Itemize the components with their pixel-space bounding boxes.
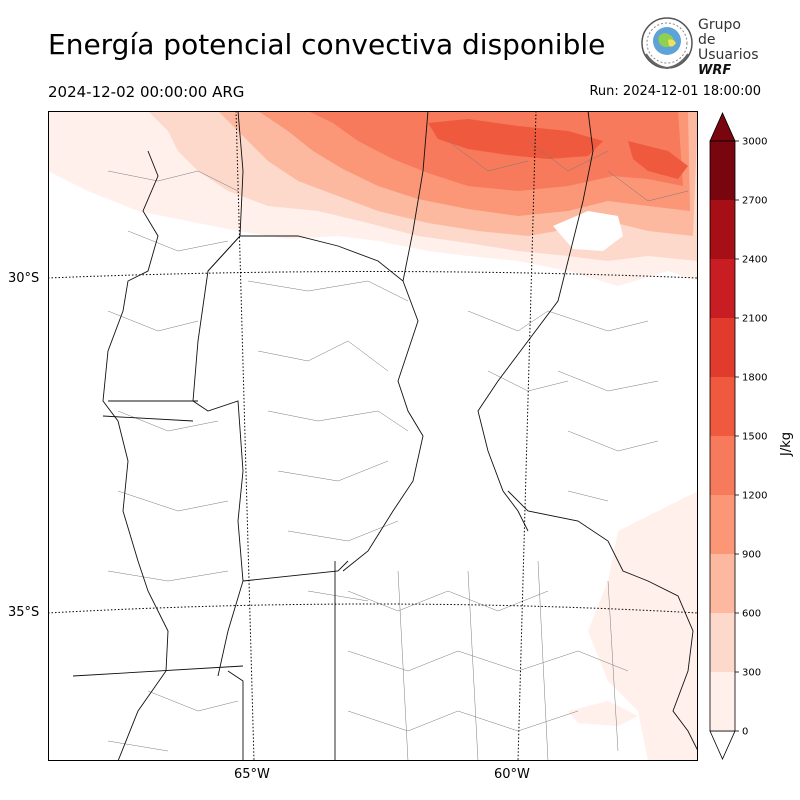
colorbar: 0 300 600 900 1200 1500 1800 2100 2400 2700 3000 J… [709,112,794,760]
colorbar-swatches [709,112,736,760]
district-boundaries [107,140,689,761]
logo-line2: Usuarios [698,47,759,63]
globe-seal-icon [641,17,693,70]
colorbar-tick-label: 2400 [742,255,767,266]
colorbar-swatch [710,613,735,672]
lat-label-30s: 30°S [8,271,40,286]
colorbar-tick-label: 600 [742,609,761,620]
logo: Grupo de Usuarios WRF [640,16,760,78]
cape-shade-1500-1800-b [628,141,688,179]
colorbar-swatch [710,318,735,377]
colorbar-extend-min [709,730,736,760]
colorbar-tick-label: 2700 [742,196,767,207]
colorbar-swatch [710,200,735,259]
colorbar-swatch [710,672,735,731]
colorbar-swatch [710,436,735,495]
cape-low-pocket [553,211,623,251]
colorbar-unit: J/kg [779,432,794,457]
colorbar-tick-label: 2100 [742,314,767,325]
cape-field [48,111,698,761]
colorbar-swatch [710,141,735,200]
graticule [48,111,698,761]
colorbar-tick-label: 1500 [742,432,767,443]
run-time: Run: 2024-12-01 18:00:00 [589,84,761,99]
lon-label-65w: 65°W [234,767,270,782]
colorbar-tick-label: 900 [742,550,761,561]
cape-shade-south [568,701,638,726]
colorbar-extend-max [709,112,736,142]
cape-map [48,111,698,761]
map-title: Energía potencial convectiva disponible [48,28,606,61]
map-frame [48,111,698,761]
colorbar-tick-label: 0 [742,727,748,738]
colorbar-swatch [710,495,735,554]
lat-label-35s: 35°S [8,605,40,620]
cape-shade-se-light [588,491,698,761]
cape-shade-1500-1800 [428,119,603,159]
lon-label-60w: 60°W [494,767,530,782]
logo-line3: WRF [698,63,732,78]
colorbar-swatch [710,554,735,613]
colorbar-tick-label: 1200 [742,491,767,502]
logo-line1: Grupo de [698,17,741,48]
colorbar-tick-label: 300 [742,668,761,679]
colorbar-tick-label: 3000 [742,137,767,148]
colorbar-ticks: 0 300 600 900 1200 1500 1800 2100 2400 2700 3000 [735,137,767,738]
colorbar-tick-label: 1800 [742,373,767,384]
colorbar-swatch [710,377,735,436]
valid-time: 2024-12-02 00:00:00 ARG [48,83,245,101]
colorbar-swatch [710,259,735,318]
province-boundaries [72,111,698,761]
